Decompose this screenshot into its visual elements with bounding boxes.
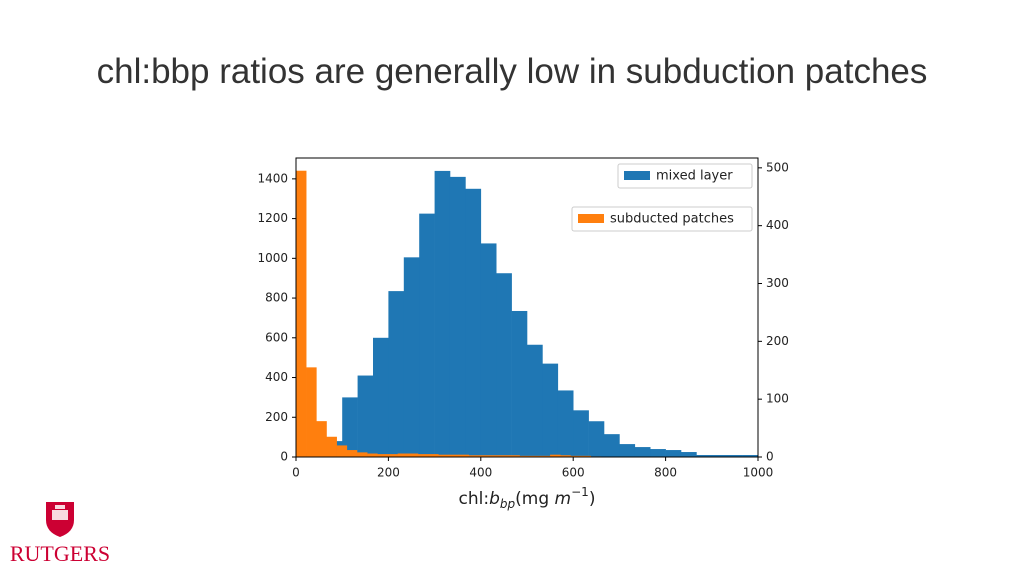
y-tick-label: 400 bbox=[265, 370, 288, 384]
x-axis-label: chl:bbp(mg m−1) bbox=[459, 485, 596, 511]
histogram-bar bbox=[604, 434, 620, 457]
histogram-bar bbox=[542, 363, 559, 457]
histogram-bar bbox=[387, 454, 398, 457]
histogram-bar bbox=[377, 454, 388, 457]
rutgers-shield bbox=[46, 502, 74, 537]
histogram-bar bbox=[357, 375, 374, 457]
legend-box bbox=[571, 206, 753, 232]
histogram-bar bbox=[449, 176, 466, 457]
histogram-bar bbox=[550, 454, 561, 457]
histogram-bar bbox=[468, 455, 480, 457]
histogram-bar bbox=[570, 455, 581, 457]
logo-text: RUTGERS bbox=[10, 541, 110, 566]
histogram-bar bbox=[407, 453, 419, 457]
legend: mixed layer bbox=[617, 163, 753, 189]
y-tick-label: 0 bbox=[280, 450, 288, 464]
histogram-bar bbox=[509, 455, 520, 457]
histogram-bar bbox=[527, 344, 543, 457]
x-axis-label-part: b bbox=[489, 489, 500, 509]
histogram-bar bbox=[588, 421, 605, 457]
plot: 0 200 400 600 800 100002004006008001000120014… bbox=[257, 157, 789, 511]
x-tick-label: 1000 bbox=[743, 466, 774, 480]
y2-tick-label: 400 bbox=[766, 218, 789, 232]
histogram-bar bbox=[478, 455, 490, 457]
histogram-bar bbox=[480, 243, 497, 457]
histogram-bar bbox=[438, 454, 449, 457]
histogram-bar bbox=[499, 455, 510, 457]
histogram-bar bbox=[727, 455, 743, 457]
y-tick-label: 800 bbox=[265, 291, 288, 305]
histogram-bar bbox=[680, 452, 697, 457]
histogram-bar bbox=[465, 188, 482, 458]
histogram-bar bbox=[529, 455, 541, 457]
plot-frame bbox=[295, 157, 759, 458]
histogram-bar bbox=[560, 455, 571, 457]
legend-box bbox=[617, 163, 753, 189]
x-tick-label: 400 bbox=[469, 466, 492, 480]
histogram-bar bbox=[373, 337, 389, 457]
histogram-bar bbox=[356, 452, 368, 457]
y2-tick-label: 0 bbox=[766, 450, 774, 464]
legend: subducted patches bbox=[571, 206, 753, 232]
histogram-bar bbox=[434, 170, 451, 457]
y-tick-label: 200 bbox=[265, 410, 288, 424]
histogram-bar bbox=[496, 273, 512, 457]
legend-swatch bbox=[578, 214, 604, 223]
histogram-bar bbox=[742, 455, 759, 457]
x-axis-label-part: bp bbox=[500, 497, 516, 511]
histogram-bar bbox=[634, 447, 651, 457]
legend-label: mixed layer bbox=[656, 169, 733, 184]
histogram-bar bbox=[306, 367, 317, 457]
x-tick-label: 0 bbox=[292, 466, 300, 480]
x-axis-label-part: ) bbox=[589, 489, 596, 509]
histogram-bar bbox=[367, 453, 378, 457]
histogram-bar bbox=[342, 397, 358, 457]
histogram-bar bbox=[519, 455, 531, 457]
histogram-bar bbox=[665, 450, 682, 457]
histogram-bar bbox=[650, 449, 666, 457]
x-axis-label-part: chl: bbox=[459, 489, 490, 509]
histogram-bar bbox=[397, 453, 409, 457]
histogram-bar bbox=[428, 454, 439, 457]
x-tick-label: 200 bbox=[377, 466, 400, 480]
histogram-bar bbox=[489, 455, 500, 457]
histogram-bar bbox=[296, 170, 307, 458]
histogram-bar bbox=[557, 390, 574, 457]
x-tick-label: 600 bbox=[562, 466, 585, 480]
y2-tick-label: 300 bbox=[766, 276, 789, 290]
x-axis-label-part: −1 bbox=[571, 485, 589, 499]
y-tick-label: 1200 bbox=[257, 211, 288, 225]
histogram-bar bbox=[580, 455, 592, 457]
histogram-bar bbox=[448, 454, 459, 457]
histogram-bar bbox=[388, 291, 405, 457]
histogram-bar bbox=[346, 450, 358, 457]
legend-label: subducted patches bbox=[610, 212, 734, 227]
histogram-bar bbox=[619, 444, 636, 457]
x-axis-label-part: m bbox=[555, 489, 572, 509]
histogram-bar bbox=[326, 436, 337, 457]
histogram-bar bbox=[711, 455, 728, 457]
histogram-bar bbox=[511, 310, 528, 457]
y2-tick-label: 200 bbox=[766, 334, 789, 348]
y-tick-label: 1000 bbox=[257, 251, 288, 265]
histogram-bar bbox=[539, 455, 551, 457]
y2-tick-label: 500 bbox=[766, 160, 789, 174]
legend-swatch bbox=[624, 171, 650, 180]
histogram-bar bbox=[403, 257, 420, 457]
y-tick-label: 600 bbox=[265, 330, 288, 344]
y2-tick-label: 100 bbox=[766, 392, 789, 406]
y-tick-label: 1400 bbox=[257, 171, 288, 185]
histogram-bar bbox=[417, 454, 429, 457]
histogram-bar bbox=[316, 421, 327, 457]
histogram-bar bbox=[573, 410, 589, 457]
x-tick-label: 800 bbox=[654, 466, 677, 480]
histogram-bar bbox=[419, 213, 435, 457]
histogram-bar bbox=[336, 445, 348, 457]
histogram-bar bbox=[458, 454, 470, 457]
slide-title: chl:bbp ratios are generally low in subd… bbox=[96, 52, 928, 91]
x-axis-label-part: (mg bbox=[515, 489, 554, 509]
histogram-bar bbox=[696, 455, 713, 457]
